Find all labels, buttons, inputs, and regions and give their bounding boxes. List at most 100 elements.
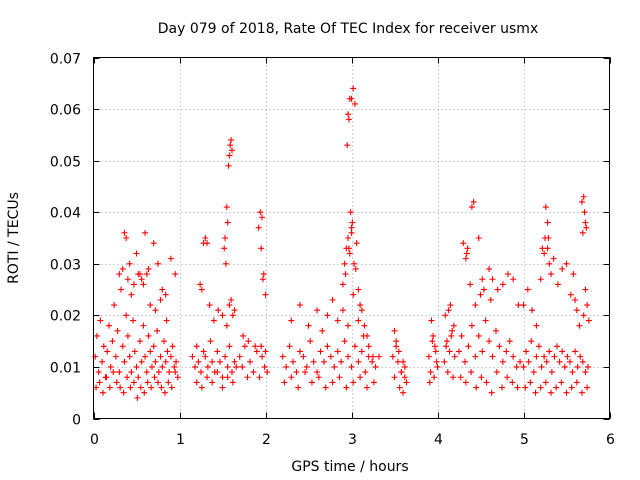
data-point [329, 379, 336, 386]
data-point [322, 384, 329, 391]
data-point [96, 379, 103, 386]
data-point [468, 204, 475, 211]
data-point [376, 353, 383, 360]
data-point [104, 348, 111, 355]
data-point [260, 271, 267, 278]
data-point [219, 384, 226, 391]
data-point [510, 276, 517, 283]
data-point [432, 348, 439, 355]
x-axis-label: GPS time / hours [291, 459, 408, 475]
data-point [189, 353, 196, 360]
data-point [296, 302, 303, 309]
data-point [580, 312, 587, 319]
data-point [561, 363, 568, 370]
data-point [398, 369, 405, 376]
data-point [443, 343, 450, 350]
y-tick-label: 0.07 [50, 52, 81, 68]
data-point [352, 265, 359, 272]
data-point [584, 384, 591, 391]
data-point [295, 384, 302, 391]
data-point [144, 379, 151, 386]
data-point [240, 332, 247, 339]
data-point [434, 363, 441, 370]
data-point [554, 343, 561, 350]
data-point [545, 235, 552, 241]
data-point [541, 250, 548, 257]
data-point [496, 343, 503, 350]
data-point [572, 348, 579, 355]
data-point [348, 224, 355, 231]
data-point [255, 224, 262, 231]
data-point [350, 85, 357, 92]
data-point [573, 307, 580, 314]
data-point [124, 374, 131, 381]
data-point [546, 260, 553, 267]
plot-frame [93, 57, 610, 419]
data-point [331, 363, 338, 370]
data-point [445, 307, 452, 314]
data-point [305, 322, 312, 329]
data-point [542, 204, 549, 211]
data-point [493, 369, 500, 376]
data-point [355, 358, 362, 365]
data-point [93, 384, 100, 391]
data-point [145, 332, 152, 339]
data-point [159, 286, 166, 293]
data-point [164, 348, 171, 355]
data-point [503, 348, 510, 355]
axis-ticks [93, 57, 611, 420]
data-point [579, 229, 586, 236]
data-point [456, 348, 462, 355]
data-point [400, 389, 407, 396]
data-point [133, 363, 140, 370]
data-point [200, 348, 207, 355]
data-point [143, 369, 150, 376]
y-tick-label: 0.06 [50, 103, 81, 119]
data-point [130, 317, 137, 324]
data-point [578, 198, 585, 205]
data-point [159, 363, 166, 370]
data-point [532, 389, 539, 396]
data-point [233, 363, 240, 370]
data-point [256, 374, 263, 381]
data-point [472, 353, 479, 360]
data-point [279, 353, 286, 360]
data-point [214, 348, 221, 355]
data-point [342, 271, 349, 278]
data-point [206, 302, 213, 309]
data-point [191, 363, 198, 370]
data-point [100, 343, 107, 350]
data-point [566, 358, 573, 365]
data-point [489, 353, 496, 360]
data-point [167, 353, 174, 360]
data-point [472, 302, 479, 309]
data-point [124, 276, 131, 283]
data-point [479, 276, 486, 283]
data-point [345, 353, 352, 360]
data-point [363, 332, 370, 339]
data-point [296, 348, 303, 355]
data-point [231, 358, 238, 365]
data-point [136, 338, 143, 345]
data-point [155, 379, 161, 386]
data-point [324, 312, 331, 319]
data-point [151, 374, 158, 381]
data-point [357, 302, 364, 309]
data-point [303, 363, 310, 370]
x-tick-label: 4 [434, 432, 443, 448]
data-point [468, 369, 475, 376]
data-point [133, 250, 140, 257]
data-point [226, 302, 233, 309]
data-point [324, 343, 331, 350]
data-point [107, 363, 114, 370]
data-point [478, 374, 485, 381]
data-point [259, 214, 266, 221]
data-point [427, 369, 434, 376]
data-point [499, 358, 506, 365]
data-point [209, 379, 216, 386]
data-point [505, 271, 512, 278]
data-point [229, 379, 236, 386]
data-point [126, 353, 133, 360]
data-point [257, 209, 264, 216]
